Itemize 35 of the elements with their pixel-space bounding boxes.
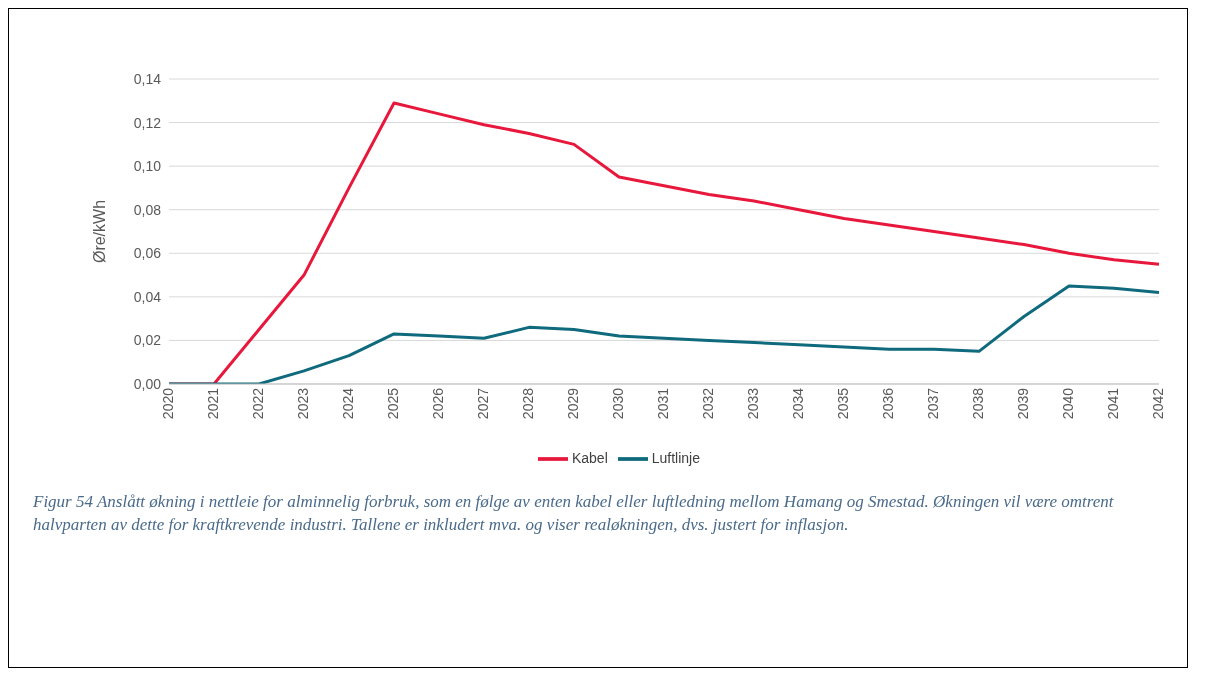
x-tick-label: 2039	[1014, 387, 1031, 420]
x-tick-label: 2028	[519, 387, 536, 420]
x-tick-label: 2041	[1104, 387, 1121, 420]
x-tick-label: 2035	[834, 387, 851, 420]
y-axis-title: Øre/kWh	[90, 199, 108, 264]
x-tick-label: 2032	[699, 387, 716, 420]
x-tick-label: 2026	[429, 387, 446, 420]
y-tick-label: 0,08	[133, 201, 162, 218]
y-tick-label: 0,00	[133, 375, 162, 392]
x-tick-label: 2020	[159, 387, 176, 420]
x-tick-label: 2021	[204, 387, 221, 420]
legend-label: Luftlinje	[651, 449, 701, 466]
x-tick-label: 2030	[609, 387, 626, 420]
x-tick-label: 2023	[294, 387, 311, 420]
x-tick-label: 2037	[924, 387, 941, 420]
x-tick-label: 2031	[654, 387, 671, 420]
x-tick-label: 2024	[339, 387, 356, 420]
y-tick-label: 0,02	[133, 332, 162, 349]
x-tick-label: 2027	[474, 387, 491, 420]
y-tick-label: 0,14	[133, 70, 162, 87]
x-tick-label: 2034	[789, 387, 806, 420]
x-tick-label: 2033	[744, 387, 761, 420]
x-tick-label: 2042	[1149, 387, 1166, 420]
y-tick-label: 0,04	[133, 288, 162, 305]
x-tick-label: 2038	[969, 387, 986, 420]
x-tick-label: 2025	[384, 387, 401, 420]
x-tick-label: 2029	[564, 387, 581, 420]
legend-label: Kabel	[571, 449, 608, 466]
y-tick-label: 0,06	[133, 245, 162, 262]
x-tick-label: 2040	[1059, 387, 1076, 420]
x-tick-label: 2022	[249, 387, 266, 420]
x-tick-label: 2036	[879, 387, 896, 420]
y-tick-label: 0,12	[133, 114, 162, 131]
text: Figur 54 Anslått økning i nettleie for alminnelig forbruk, som en følge av enten kabel eller luftledning mellom Hamang og Smestad. Økningen vil være omtrent halvparten av dette for kraftkrevende industri. Tallene er inkludert mva. og viser realøkningen, dvs. justert for inflasjon.	[33, 491, 1115, 536]
y-tick-label: 0,10	[133, 158, 162, 175]
